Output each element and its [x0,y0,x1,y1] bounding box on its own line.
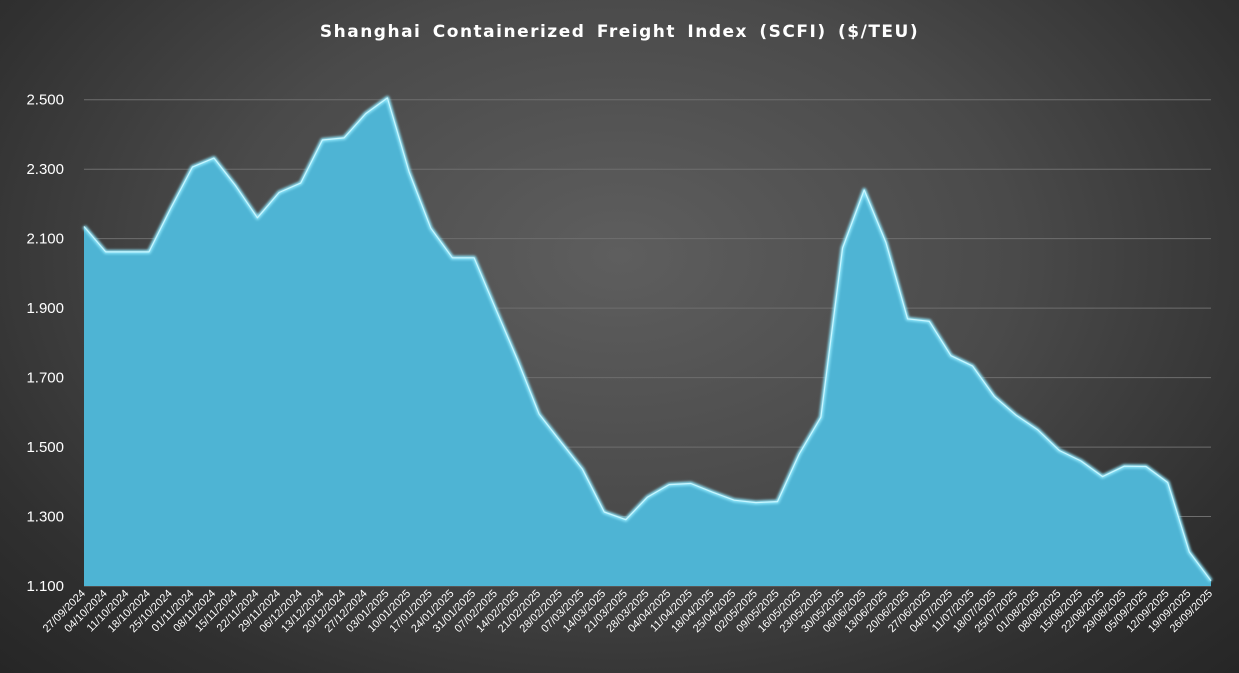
data-point [1080,460,1083,463]
data-point [711,491,714,494]
y-tick-label: 2.500 [26,92,64,109]
data-point [971,365,974,368]
data-point [1188,551,1191,554]
data-point [1014,414,1017,417]
data-point [624,518,627,521]
data-point [906,317,909,320]
data-point [949,354,952,357]
data-point [83,225,86,228]
data-point [256,216,259,219]
area-fill [84,98,1211,586]
y-tick-label: 1.900 [26,300,64,317]
data-point [386,97,389,100]
data-point [343,136,346,139]
data-point [819,416,822,419]
data-point [1036,428,1039,431]
data-point [1058,449,1061,452]
data-point [798,453,801,456]
y-axis: 1.100 1.300 1.500 1.700 1.900 2.100 2.300 2.500 [26,92,64,595]
data-point [321,139,324,142]
data-point [646,496,649,499]
data-point [494,308,497,311]
data-point [408,171,411,174]
data-point [148,250,151,253]
y-tick-label: 1.500 [26,439,64,456]
data-point [928,320,931,323]
area-series [82,96,1213,586]
data-point [364,112,367,115]
data-point [754,501,757,504]
data-point [213,157,216,160]
data-point [1210,579,1213,582]
data-point [1101,475,1104,478]
y-tick-label: 1.100 [26,578,64,595]
data-point [559,440,562,443]
data-point [993,395,996,398]
data-point [668,483,671,486]
data-point [538,413,541,416]
data-point [863,189,866,192]
data-point [429,227,432,230]
data-point [1145,465,1148,468]
x-axis: 27/09/202404/10/202411/10/202418/10/2024… [41,588,1215,635]
y-tick-label: 1.700 [26,370,64,387]
data-point [299,182,302,185]
data-point [1166,481,1169,484]
data-point [126,250,129,253]
data-point [581,468,584,471]
y-tick-label: 2.100 [26,231,64,248]
y-tick-label: 2.300 [26,161,64,178]
data-point [603,511,606,514]
chart-title: Shanghai Containerized Freight Index (SC… [319,22,920,42]
data-point [473,256,476,259]
data-point [776,500,779,503]
data-point [234,184,237,187]
data-point [1123,465,1126,468]
data-point [451,256,454,259]
y-tick-label: 1.300 [26,509,64,526]
area-edge-line [83,97,1212,582]
data-point [278,191,281,194]
data-point [191,166,194,169]
data-point [169,207,172,210]
data-point [733,499,736,502]
data-point [841,247,844,250]
data-point [104,250,107,253]
data-point [884,241,887,244]
data-point [689,482,692,485]
data-point [516,358,519,361]
